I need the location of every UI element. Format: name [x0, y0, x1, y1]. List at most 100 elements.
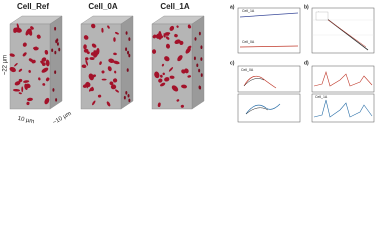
particle — [159, 74, 163, 78]
particle — [125, 47, 128, 52]
cube-front — [9, 23, 51, 110]
particle — [101, 70, 105, 74]
particle — [169, 75, 175, 79]
particle — [200, 73, 203, 77]
particle — [181, 84, 188, 89]
panel-letter: d) — [304, 60, 309, 66]
particle — [198, 85, 201, 90]
curve — [239, 12, 299, 18]
particle — [176, 99, 180, 102]
particle — [106, 101, 111, 107]
particle — [176, 25, 179, 28]
particle — [112, 78, 118, 83]
particle — [187, 24, 191, 29]
legend — [315, 11, 329, 21]
particle — [128, 37, 131, 41]
particle — [91, 43, 97, 48]
particle — [32, 46, 38, 49]
particle — [126, 68, 129, 72]
particle — [115, 31, 119, 35]
particle — [161, 63, 165, 67]
particle — [160, 82, 166, 87]
particle — [18, 92, 22, 95]
series-label: Cell_0A — [241, 68, 254, 72]
particle — [51, 48, 54, 53]
particle — [21, 86, 24, 93]
particle — [40, 60, 45, 65]
renders — [9, 15, 205, 110]
particle — [108, 58, 115, 63]
particle — [81, 64, 87, 69]
particle — [85, 59, 89, 66]
particle — [125, 90, 128, 95]
particle — [85, 81, 91, 88]
particle — [18, 78, 23, 83]
particle — [156, 34, 164, 39]
particle — [162, 72, 165, 76]
particle — [115, 89, 119, 93]
particle — [27, 97, 33, 102]
particle — [92, 74, 97, 78]
particle — [24, 83, 28, 90]
particle — [22, 42, 27, 47]
particle — [88, 73, 94, 81]
panel-c: c) Cell_0A — [230, 60, 301, 123]
particle — [18, 68, 23, 72]
particle — [54, 26, 57, 31]
particle — [25, 28, 31, 36]
particle — [113, 37, 116, 42]
particle — [193, 56, 196, 61]
dimension-label: ~22 µm — [3, 55, 9, 75]
particle — [86, 51, 90, 55]
particle — [56, 42, 59, 46]
particle — [55, 98, 58, 102]
render-label: Cell_0A — [88, 2, 118, 11]
particle — [185, 47, 191, 54]
panel-b: b) — [304, 4, 375, 54]
particle — [44, 97, 50, 105]
particle — [200, 45, 203, 50]
curve — [243, 78, 265, 87]
particle — [88, 86, 94, 92]
particle — [45, 77, 50, 82]
particle — [23, 80, 30, 83]
axes — [237, 7, 301, 54]
particle — [92, 100, 96, 106]
particle — [30, 26, 34, 30]
particle — [101, 27, 104, 33]
particle — [154, 71, 160, 79]
particle — [165, 43, 170, 49]
particle — [174, 33, 178, 38]
particle — [36, 34, 41, 39]
particle — [16, 23, 20, 29]
particle — [109, 81, 114, 86]
curve — [313, 70, 373, 87]
particle — [112, 60, 120, 65]
cube-side — [191, 15, 205, 110]
particle — [41, 57, 47, 62]
particle — [9, 53, 15, 57]
particle — [187, 45, 192, 50]
curve — [313, 99, 373, 118]
particle — [96, 47, 100, 55]
dimension-label: ~10 µm — [52, 111, 73, 126]
curve — [245, 107, 269, 115]
panel-letter: b) — [304, 4, 309, 10]
series-label: Cell_1A — [242, 9, 255, 13]
particle — [42, 83, 46, 86]
particle — [97, 94, 102, 98]
panel-letter: c) — [230, 60, 235, 66]
render-label: Cell_1A — [160, 2, 190, 11]
cube-side — [120, 15, 134, 110]
dimension-label: 10 µm — [17, 116, 35, 125]
particle — [158, 78, 163, 83]
particle — [14, 63, 18, 67]
particle — [56, 38, 59, 42]
particle — [107, 66, 112, 72]
particle — [41, 67, 49, 73]
particle — [12, 88, 21, 92]
particle — [26, 101, 30, 106]
particle — [194, 37, 197, 41]
curve — [239, 45, 299, 48]
particle — [152, 34, 157, 39]
